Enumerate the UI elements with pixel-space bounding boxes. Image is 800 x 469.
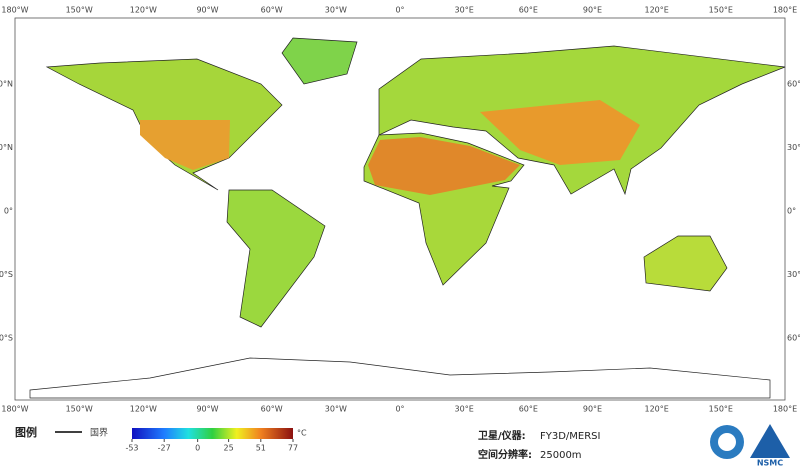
lat-label: 60°N bbox=[0, 80, 13, 89]
lon-label: 90°W bbox=[196, 405, 218, 414]
satellite-label: 卫星/仪器: bbox=[478, 430, 526, 442]
lon-label: 90°W bbox=[196, 6, 218, 15]
lat-label: 30°N bbox=[0, 143, 13, 152]
lat-label: 30°S bbox=[787, 270, 800, 279]
lon-label: 30°W bbox=[325, 6, 347, 15]
lon-label: 120°W bbox=[130, 405, 157, 414]
colorbar-tick-label: 0 bbox=[195, 444, 200, 453]
colorbar-tick-label: -27 bbox=[158, 444, 171, 453]
lon-label: 150°W bbox=[66, 405, 93, 414]
colorbar-tick-label: -53 bbox=[125, 444, 138, 453]
lat-label: 30°N bbox=[787, 143, 800, 152]
lon-label: 180°W bbox=[1, 6, 28, 15]
lon-label: 150°E bbox=[709, 405, 733, 414]
lat-label: 0° bbox=[787, 207, 796, 216]
resolution: 25000m bbox=[540, 450, 582, 461]
lon-label: 0° bbox=[395, 405, 404, 414]
lon-label: 180°E bbox=[773, 405, 797, 414]
lon-label: 30°E bbox=[455, 6, 474, 15]
satellite: FY3D/MERSI bbox=[540, 431, 600, 442]
lat-label: 60°N bbox=[787, 80, 800, 89]
colorbar-tick-label: 25 bbox=[224, 444, 234, 453]
lon-label: 150°W bbox=[66, 6, 93, 15]
lat-label: 60°S bbox=[787, 334, 800, 343]
lat-label: 30°S bbox=[0, 270, 13, 279]
lon-label: 30°W bbox=[325, 405, 347, 414]
lon-label: 180°E bbox=[773, 6, 797, 15]
lon-label: 150°E bbox=[709, 6, 733, 15]
border-label: 国界 bbox=[90, 428, 108, 439]
lat-label: 0° bbox=[4, 207, 13, 216]
lon-label: 0° bbox=[395, 6, 404, 15]
logo-text: NSMC bbox=[757, 459, 783, 468]
lon-label: 120°E bbox=[645, 405, 669, 414]
land bbox=[29, 37, 786, 399]
lon-label: 60°E bbox=[519, 405, 538, 414]
lat-label: 60°S bbox=[0, 334, 13, 343]
lon-label: 60°E bbox=[519, 6, 538, 15]
colorbar-tick-label: 51 bbox=[256, 444, 266, 453]
lon-label: 90°E bbox=[583, 6, 602, 15]
lon-label: 180°W bbox=[1, 405, 28, 414]
colorbar-tick-label: 77 bbox=[288, 444, 298, 453]
lon-label: 60°W bbox=[261, 6, 283, 15]
resolution-label: 空间分辨率: bbox=[478, 448, 532, 461]
lon-label: 30°E bbox=[455, 405, 474, 414]
lon-label: 120°W bbox=[130, 6, 157, 15]
lon-label: 120°E bbox=[645, 6, 669, 15]
colorbar-unit: °C bbox=[297, 429, 307, 438]
colorbar bbox=[132, 428, 293, 439]
lon-label: 60°W bbox=[261, 405, 283, 414]
nsmc-logo bbox=[750, 424, 790, 458]
lon-label: 90°E bbox=[583, 405, 602, 414]
cma-logo-inner bbox=[718, 433, 736, 451]
legend-title: 图例 bbox=[15, 425, 37, 439]
